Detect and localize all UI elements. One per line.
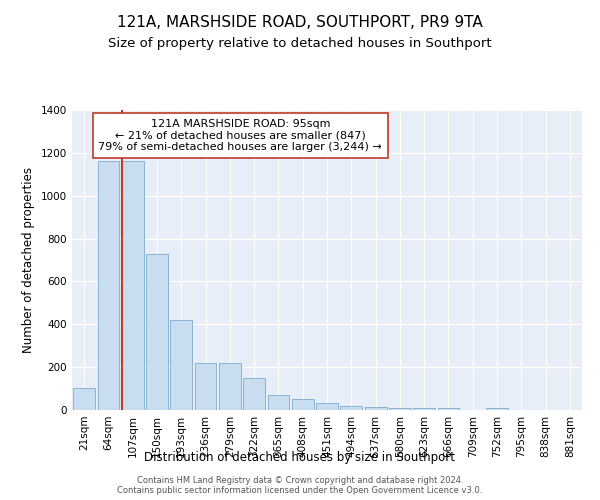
- Bar: [437, 408, 460, 410]
- Bar: [389, 408, 411, 410]
- Bar: [365, 407, 386, 410]
- Text: 121A MARSHSIDE ROAD: 95sqm
← 21% of detached houses are smaller (847)
79% of sem: 121A MARSHSIDE ROAD: 95sqm ← 21% of deta…: [98, 119, 382, 152]
- Bar: [292, 400, 314, 410]
- Bar: [340, 406, 362, 410]
- Bar: [194, 363, 217, 410]
- Bar: [146, 254, 168, 410]
- Text: Contains HM Land Registry data © Crown copyright and database right 2024.
Contai: Contains HM Land Registry data © Crown c…: [118, 476, 482, 495]
- Bar: [73, 388, 95, 410]
- Text: Distribution of detached houses by size in Southport: Distribution of detached houses by size …: [145, 451, 455, 464]
- Bar: [413, 408, 435, 410]
- Text: Size of property relative to detached houses in Southport: Size of property relative to detached ho…: [108, 38, 492, 51]
- Bar: [97, 162, 119, 410]
- Y-axis label: Number of detached properties: Number of detached properties: [22, 167, 35, 353]
- Bar: [219, 363, 241, 410]
- Bar: [316, 402, 338, 410]
- Bar: [268, 395, 289, 410]
- Text: 121A, MARSHSIDE ROAD, SOUTHPORT, PR9 9TA: 121A, MARSHSIDE ROAD, SOUTHPORT, PR9 9TA: [117, 15, 483, 30]
- Bar: [486, 408, 508, 410]
- Bar: [122, 162, 143, 410]
- Bar: [170, 320, 192, 410]
- Bar: [243, 378, 265, 410]
